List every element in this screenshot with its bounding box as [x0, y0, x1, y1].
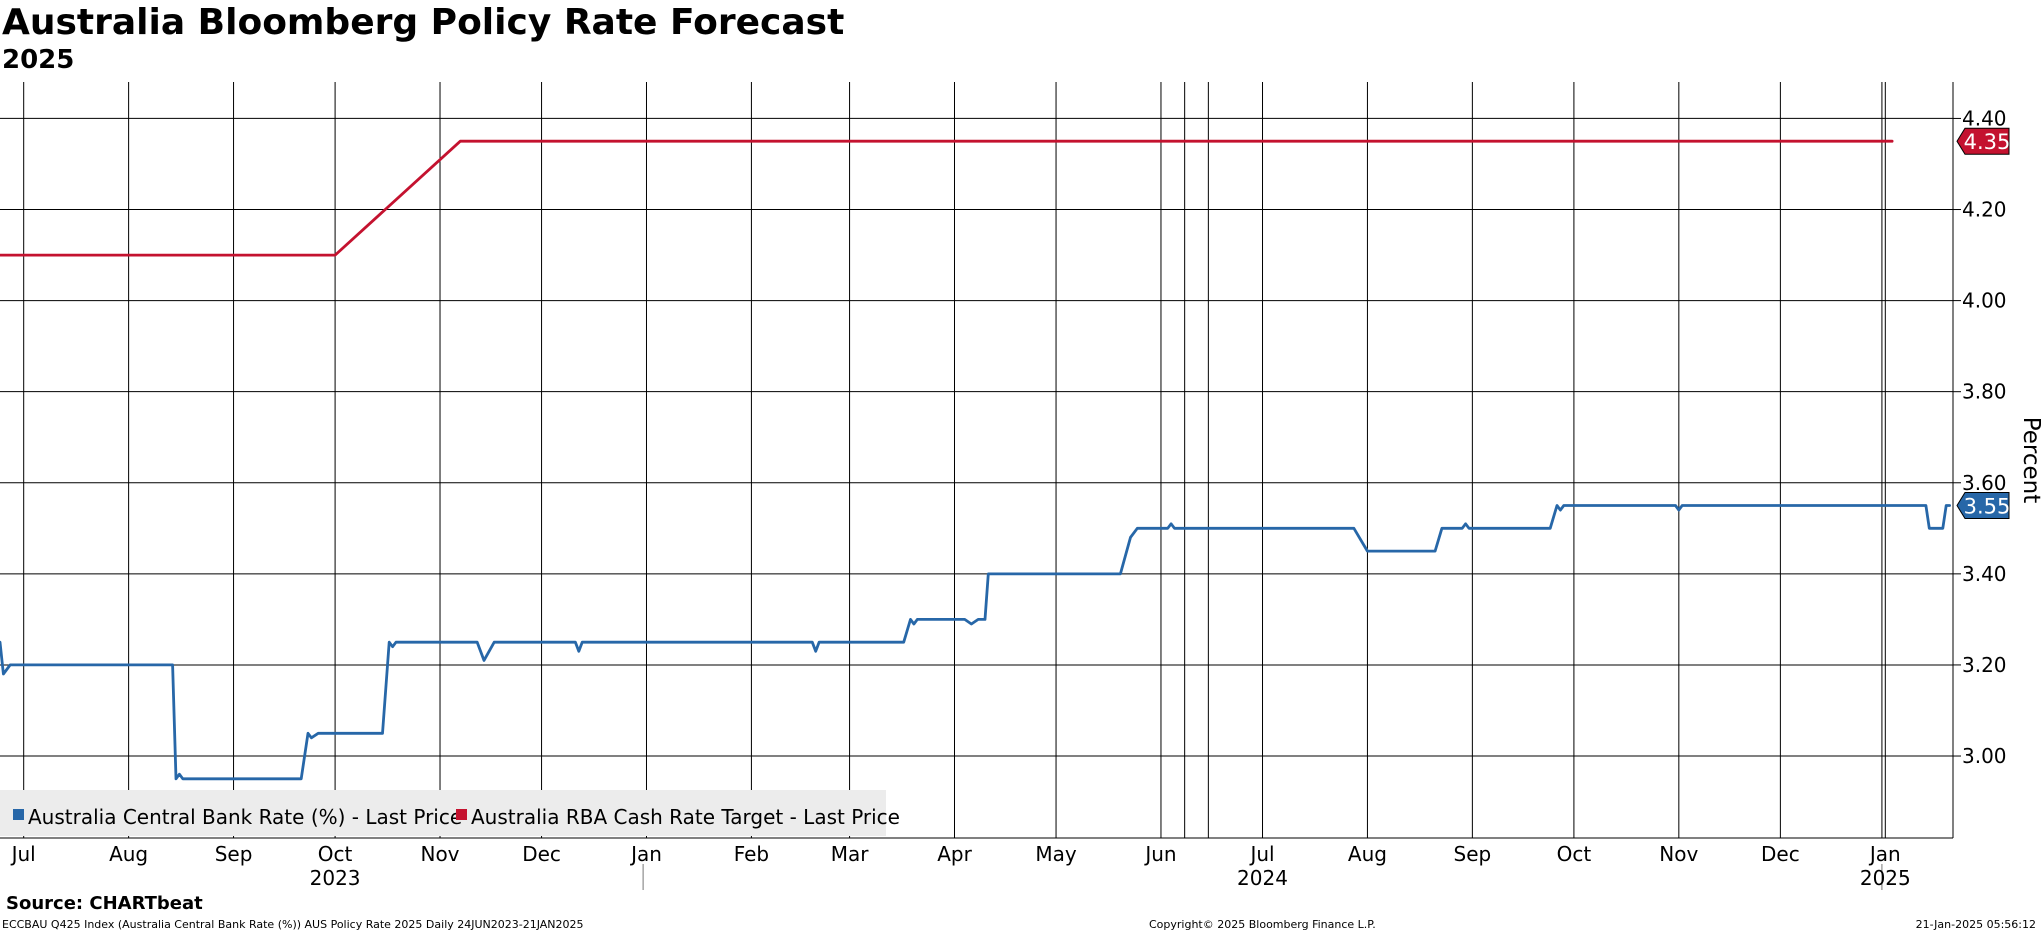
- axis-layer: 3.00 3.20 3.40 3.60 3.80 4.00 4.20 4.40 Jul Aug Se…: [0, 82, 2041, 890]
- x-year-label: 2023: [310, 866, 361, 890]
- footer-copyright: Copyright© 2025 Bloomberg Finance L.P.: [1149, 918, 1376, 931]
- y-tick-label: 4.20: [1962, 198, 2007, 222]
- y-tick-label: 3.00: [1962, 744, 2007, 768]
- last-value-label: 3.55: [1964, 495, 2011, 519]
- legend-label-central-bank-rate: Australia Central Bank Rate (%) - Last P…: [28, 805, 462, 829]
- x-month-label: Jul: [10, 842, 36, 866]
- x-month-label: Sep: [1454, 842, 1492, 866]
- x-month-label: Aug: [109, 842, 148, 866]
- legend-swatch-cash-rate-target: [456, 809, 467, 820]
- last-value-tag-bg: [1956, 492, 2010, 520]
- last-value-tag: 4.35: [1956, 127, 2011, 155]
- y-axis-title: Percent: [2018, 417, 2041, 504]
- x-month-label: Mar: [831, 842, 870, 866]
- x-month-label: Nov: [1659, 842, 1698, 866]
- footer-timestamp: 21-Jan-2025 05:56:12: [1916, 918, 2036, 931]
- x-month-label: Dec: [522, 842, 561, 866]
- last-value-label: 4.35: [1964, 130, 2011, 154]
- x-year-label: 2024: [1237, 866, 1288, 890]
- y-tick-label: 3.60: [1962, 471, 2007, 495]
- y-tick-label: 4.40: [1962, 106, 2007, 130]
- x-month-label: Jan: [629, 842, 662, 866]
- last-value-tag: 3.55: [1956, 492, 2011, 520]
- x-month-label: Dec: [1761, 842, 1800, 866]
- grid-layer: [0, 82, 1953, 838]
- x-month-label: Jul: [1248, 842, 1274, 866]
- last-value-tag-bg: [1956, 127, 2010, 155]
- chart-subtitle: 2025: [2, 45, 74, 75]
- x-month-label: Feb: [734, 842, 769, 866]
- x-month-label: Nov: [420, 842, 459, 866]
- x-month-label: Jun: [1143, 842, 1176, 866]
- legend-background: [0, 790, 886, 836]
- x-month-label: May: [1035, 842, 1077, 866]
- y-tick-label: 4.00: [1962, 289, 2007, 313]
- series-central-bank-rate: [0, 504, 1951, 781]
- legend-label-cash-rate-target: Australia RBA Cash Rate Target - Last Pr…: [471, 805, 900, 829]
- x-month-label: Aug: [1348, 842, 1387, 866]
- y-tick-label: 3.80: [1962, 380, 2007, 404]
- chart-title: Australia Bloomberg Policy Rate Forecast: [2, 2, 844, 43]
- x-year-label: 2025: [1860, 866, 1911, 890]
- y-tick-label: 3.20: [1962, 653, 2007, 677]
- series-layer: [0, 139, 1951, 781]
- y-tick-label: 3.40: [1962, 562, 2007, 586]
- legend: Australia Central Bank Rate (%) - Last P…: [0, 790, 900, 836]
- x-month-label: Oct: [1557, 842, 1592, 866]
- legend-swatch-central-bank-rate: [13, 809, 24, 820]
- x-month-label: Oct: [318, 842, 353, 866]
- series-cash-rate-target: [0, 139, 1894, 257]
- x-month-label: Jan: [1868, 842, 1901, 866]
- footer-source: Source: CHARTbeat: [6, 893, 203, 914]
- x-month-label: Apr: [937, 842, 972, 866]
- x-month-label: Sep: [215, 842, 253, 866]
- footer-meta: ECCBAU Q425 Index (Australia Central Ban…: [2, 918, 584, 931]
